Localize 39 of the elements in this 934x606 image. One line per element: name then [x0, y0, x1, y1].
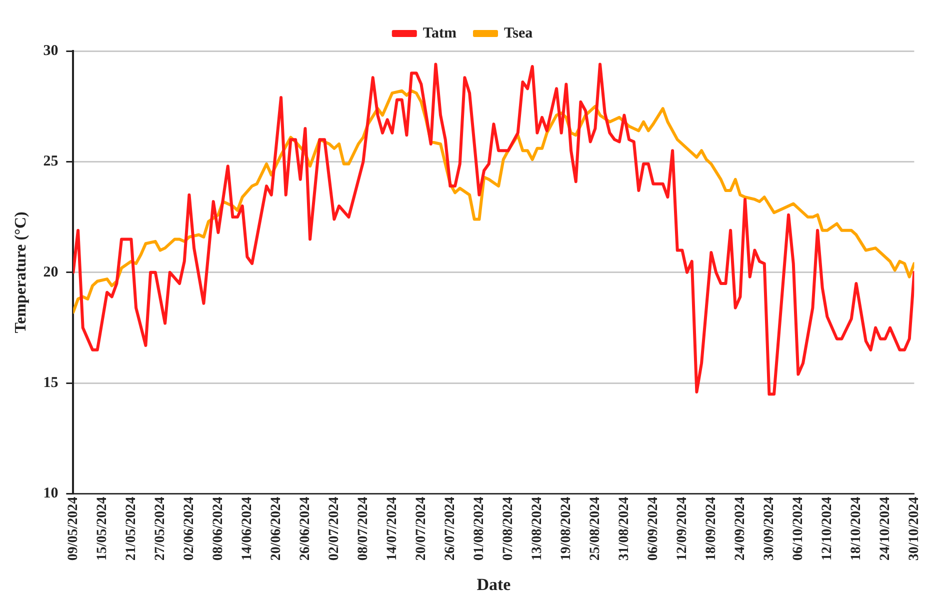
- x-tick-label: 30/10/2024: [906, 496, 922, 561]
- x-tick-label: 02/06/2024: [182, 496, 197, 561]
- x-tick-label: 09/05/2024: [66, 496, 81, 561]
- x-tick-label: 13/08/2024: [530, 496, 545, 561]
- x-tick-label: 18/09/2024: [704, 496, 719, 561]
- y-tick-label: 10: [43, 486, 58, 502]
- x-tick-label: 25/08/2024: [588, 496, 603, 561]
- y-tick-label: 15: [43, 374, 58, 391]
- x-tick-label: 08/07/2024: [356, 496, 371, 561]
- x-tick-label: 20/07/2024: [414, 496, 429, 561]
- x-tick-label: 30/09/2024: [762, 496, 777, 561]
- x-tick-label: 01/08/2024: [472, 496, 487, 561]
- x-tick-label: 18/10/2024: [848, 496, 864, 561]
- y-axis-title: Temperature (°C): [12, 212, 30, 334]
- y-tick-label: 20: [43, 264, 58, 280]
- legend-label: Tsea: [504, 25, 534, 42]
- x-tick-label: 12/09/2024: [674, 496, 690, 561]
- x-tick-label: 20/06/2024: [268, 496, 284, 561]
- y-tick-label: 25: [43, 154, 58, 170]
- x-tick-label: 26/07/2024: [442, 496, 458, 561]
- x-tick-label: 24/10/2024: [878, 496, 893, 561]
- legend-label: Tatm: [422, 25, 457, 42]
- x-tick-label: 15/05/2024: [94, 496, 110, 561]
- x-tick-label: 27/05/2024: [152, 496, 168, 561]
- x-tick-label: 19/08/2024: [558, 496, 574, 561]
- x-tick-label: 14/07/2024: [384, 496, 400, 561]
- x-tick-label: 21/05/2024: [124, 496, 139, 561]
- y-tick-label: 30: [43, 42, 58, 59]
- x-tick-label: 14/06/2024: [240, 496, 255, 561]
- x-tick-label: 26/06/2024: [298, 496, 313, 561]
- x-axis-title: Date: [476, 575, 512, 594]
- x-tick-label: 02/07/2024: [326, 496, 342, 561]
- x-tick-label: 31/08/2024: [616, 496, 632, 561]
- x-tick-label: 07/08/2024: [500, 496, 516, 561]
- x-tick-label: 06/09/2024: [646, 496, 661, 561]
- x-tick-label: 08/06/2024: [210, 496, 226, 561]
- x-tick-label: 12/10/2024: [820, 496, 835, 561]
- x-tick-label: 06/10/2024: [790, 496, 806, 561]
- x-tick-label: 24/09/2024: [732, 496, 748, 561]
